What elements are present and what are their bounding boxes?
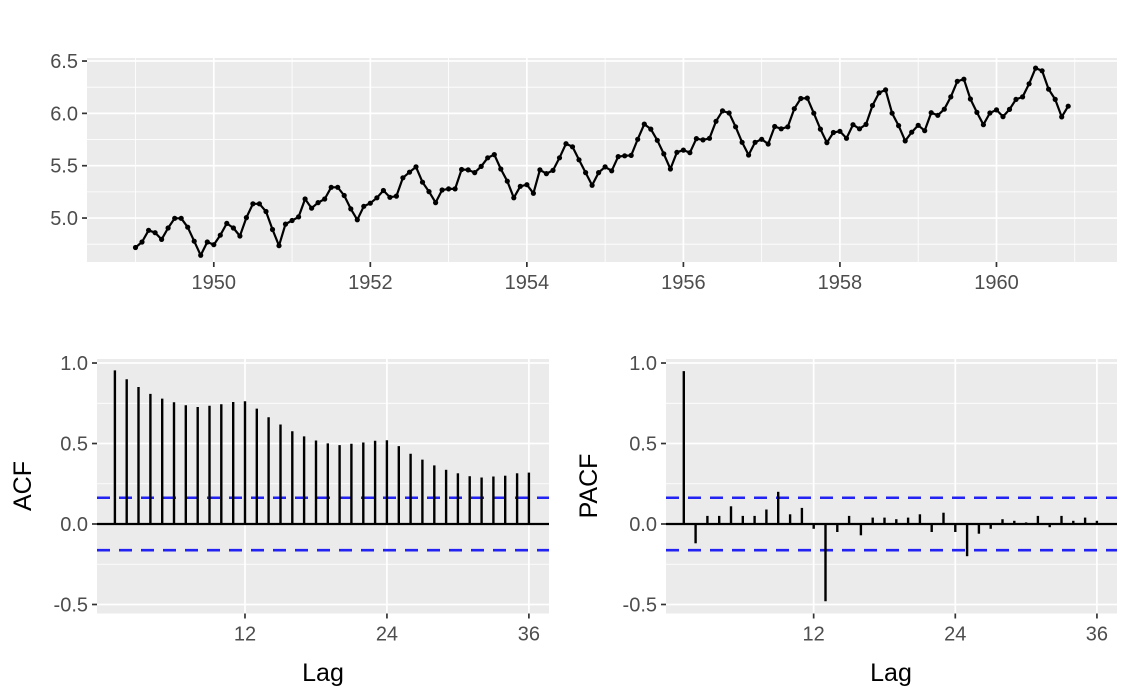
grid-minor bbox=[97, 402, 549, 565]
x-tick-label: 24 bbox=[376, 624, 398, 646]
pacf-bars bbox=[682, 371, 1099, 602]
x-tick-label: 1954 bbox=[505, 272, 550, 294]
axis-tick-labels: 5.0 5.5 6.0 6.5 1950 1952 1954 1956 1958 1960 bbox=[50, 51, 1019, 294]
y-tick-label: -0.5 bbox=[623, 594, 657, 616]
y-tick-label: 0.5 bbox=[629, 434, 657, 456]
x-tick-label: 1956 bbox=[661, 272, 706, 294]
acf-x-axis-title: Lag bbox=[302, 659, 344, 687]
acf-y-axis-title: ACF bbox=[9, 461, 37, 511]
x-tick-label: 36 bbox=[1086, 624, 1108, 646]
pacf-panel: -0.5 0.0 0.5 1.0 12 24 36 bbox=[623, 353, 1117, 646]
axis-tick-labels: -0.5 0.0 0.5 1.0 12 24 36 bbox=[54, 353, 540, 645]
pacf-x-axis-title: Lag bbox=[870, 659, 912, 687]
x-tick-label: 24 bbox=[944, 624, 966, 646]
y-tick-label: 5.0 bbox=[50, 208, 78, 230]
x-tick-label: 1952 bbox=[348, 272, 393, 294]
panel-background bbox=[666, 359, 1117, 614]
axis-ticks bbox=[661, 362, 1098, 619]
acf-panel: -0.5 0.0 0.5 1.0 12 24 36 bbox=[54, 353, 549, 646]
axis-ticks bbox=[82, 60, 998, 267]
timeseries-panel: 5.0 5.5 6.0 6.5 1950 1952 1954 1956 1958 1960 bbox=[50, 51, 1117, 294]
grid-major bbox=[87, 58, 1117, 262]
x-tick-label: 12 bbox=[803, 624, 825, 646]
y-tick-label: 0.0 bbox=[629, 514, 657, 536]
panel-background bbox=[97, 359, 549, 614]
axis-ticks bbox=[92, 362, 530, 619]
x-tick-label: 1950 bbox=[192, 272, 237, 294]
y-tick-label: 1.0 bbox=[60, 353, 88, 375]
axis-tick-labels: -0.5 0.0 0.5 1.0 12 24 36 bbox=[623, 353, 1109, 645]
series-points bbox=[132, 65, 1071, 258]
y-tick-label: -0.5 bbox=[54, 594, 88, 616]
panel-background bbox=[87, 58, 1117, 262]
x-tick-label: 12 bbox=[234, 624, 256, 646]
pacf-y-axis-title: PACF bbox=[575, 453, 603, 519]
y-tick-label: 6.0 bbox=[50, 103, 78, 125]
y-tick-label: 5.5 bbox=[50, 156, 78, 178]
y-tick-label: 1.0 bbox=[629, 353, 657, 375]
y-tick-label: 0.5 bbox=[60, 434, 88, 456]
acf-bars bbox=[113, 370, 531, 524]
grid-minor bbox=[666, 402, 1117, 565]
x-tick-label: 1958 bbox=[818, 272, 863, 294]
x-tick-label: 1960 bbox=[974, 272, 1019, 294]
grid-minor bbox=[87, 58, 1117, 262]
y-tick-label: 0.0 bbox=[60, 514, 88, 536]
y-tick-label: 6.5 bbox=[50, 51, 78, 73]
x-tick-label: 36 bbox=[518, 624, 540, 646]
